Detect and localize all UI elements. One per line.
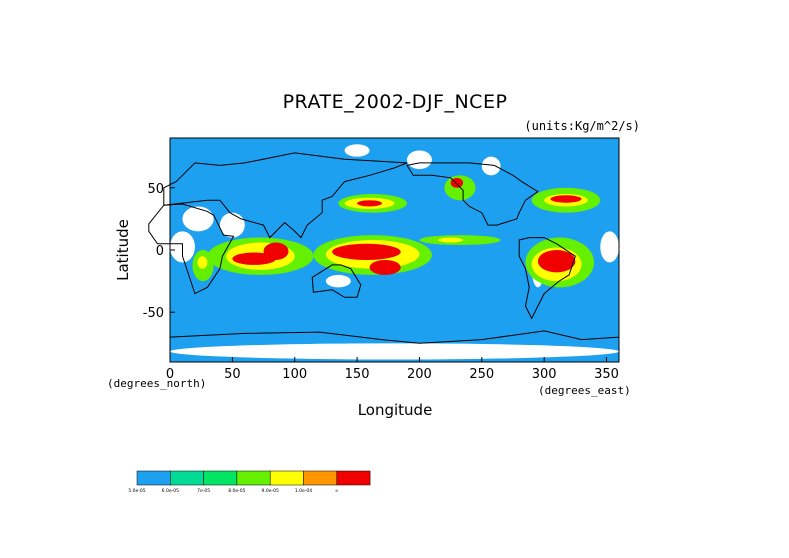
x-tick-label: 250: [469, 367, 494, 382]
y-tick-labels: 50 0 -50: [143, 182, 175, 321]
precip-region-white: [170, 343, 619, 360]
x-unit-note: (degrees_east): [538, 384, 631, 397]
legend-swatch: [136, 470, 171, 486]
coastline-path: [311, 264, 362, 298]
coastline-path: [163, 152, 408, 239]
precip-region-red: [332, 243, 401, 260]
legend-label: 1.0e-04: [295, 488, 312, 494]
precip-region-red: [537, 250, 576, 273]
coastline-path: [518, 237, 576, 320]
coastline-path: [169, 330, 620, 344]
coastlines: [148, 152, 620, 344]
precip-region-red: [263, 242, 289, 260]
legend-swatch: [170, 470, 204, 486]
precip-region-red: [232, 252, 277, 265]
precip-region-yellow: [197, 256, 208, 269]
precip-region-white: [182, 206, 214, 232]
plot-area: [170, 138, 619, 362]
legend-swatch: [303, 470, 338, 486]
chart-title: PRATE_2002-DJF_NCEP: [283, 91, 508, 113]
precip-region-red: [550, 195, 582, 203]
legend-label: 7e-05: [197, 488, 210, 494]
y-tick-label: -50: [143, 306, 164, 321]
coastline-path: [406, 162, 539, 226]
precip-region-white: [406, 150, 432, 170]
color-legend: 5.0e-05 6.0e-05 7e-05 8.0e-05 9.0e-05 1.0e-04…: [128, 470, 371, 494]
y-tick-label: 0: [156, 244, 164, 259]
x-axis-label: Longitude: [358, 401, 433, 419]
x-tick-label: 50: [224, 367, 241, 382]
precip-region-red: [357, 200, 383, 207]
precip-region-red: [369, 259, 401, 275]
legend-swatch: [269, 470, 304, 486]
x-tick-label: 300: [532, 367, 557, 382]
x-tick-label: 100: [282, 367, 307, 382]
precip-region-white: [344, 144, 370, 157]
x-tick-label: 0: [166, 367, 174, 382]
precip-region-white: [600, 231, 619, 263]
legend-label: 9.0e-05: [262, 488, 279, 494]
y-axis-label: Latitude: [114, 219, 132, 281]
legend-swatch: [203, 470, 238, 486]
precip-region-white: [219, 212, 245, 238]
precip-region-white: [481, 156, 501, 176]
x-tick-labels: 0 50 100 150 200 250 300 350: [166, 357, 619, 382]
legend-swatch: [236, 470, 271, 486]
coastline-path: [148, 203, 235, 295]
legend-label: 8.0e-05: [228, 488, 245, 494]
legend-label: ∞: [335, 489, 339, 494]
y-unit-note: (degrees_north): [107, 377, 206, 390]
x-tick-label: 200: [407, 367, 432, 382]
x-tick-label: 350: [594, 367, 619, 382]
y-tick-label: 50: [147, 182, 164, 197]
legend-label: 5.0e-05: [128, 488, 145, 494]
precip-region-yellow: [438, 237, 464, 243]
units-label: (units:Kg/m^2/s): [524, 119, 640, 133]
legend-label: 6.0e-05: [162, 488, 179, 494]
legend-swatch: [336, 470, 371, 486]
x-tick-label: 150: [345, 367, 370, 382]
precip-region-white: [325, 274, 351, 288]
